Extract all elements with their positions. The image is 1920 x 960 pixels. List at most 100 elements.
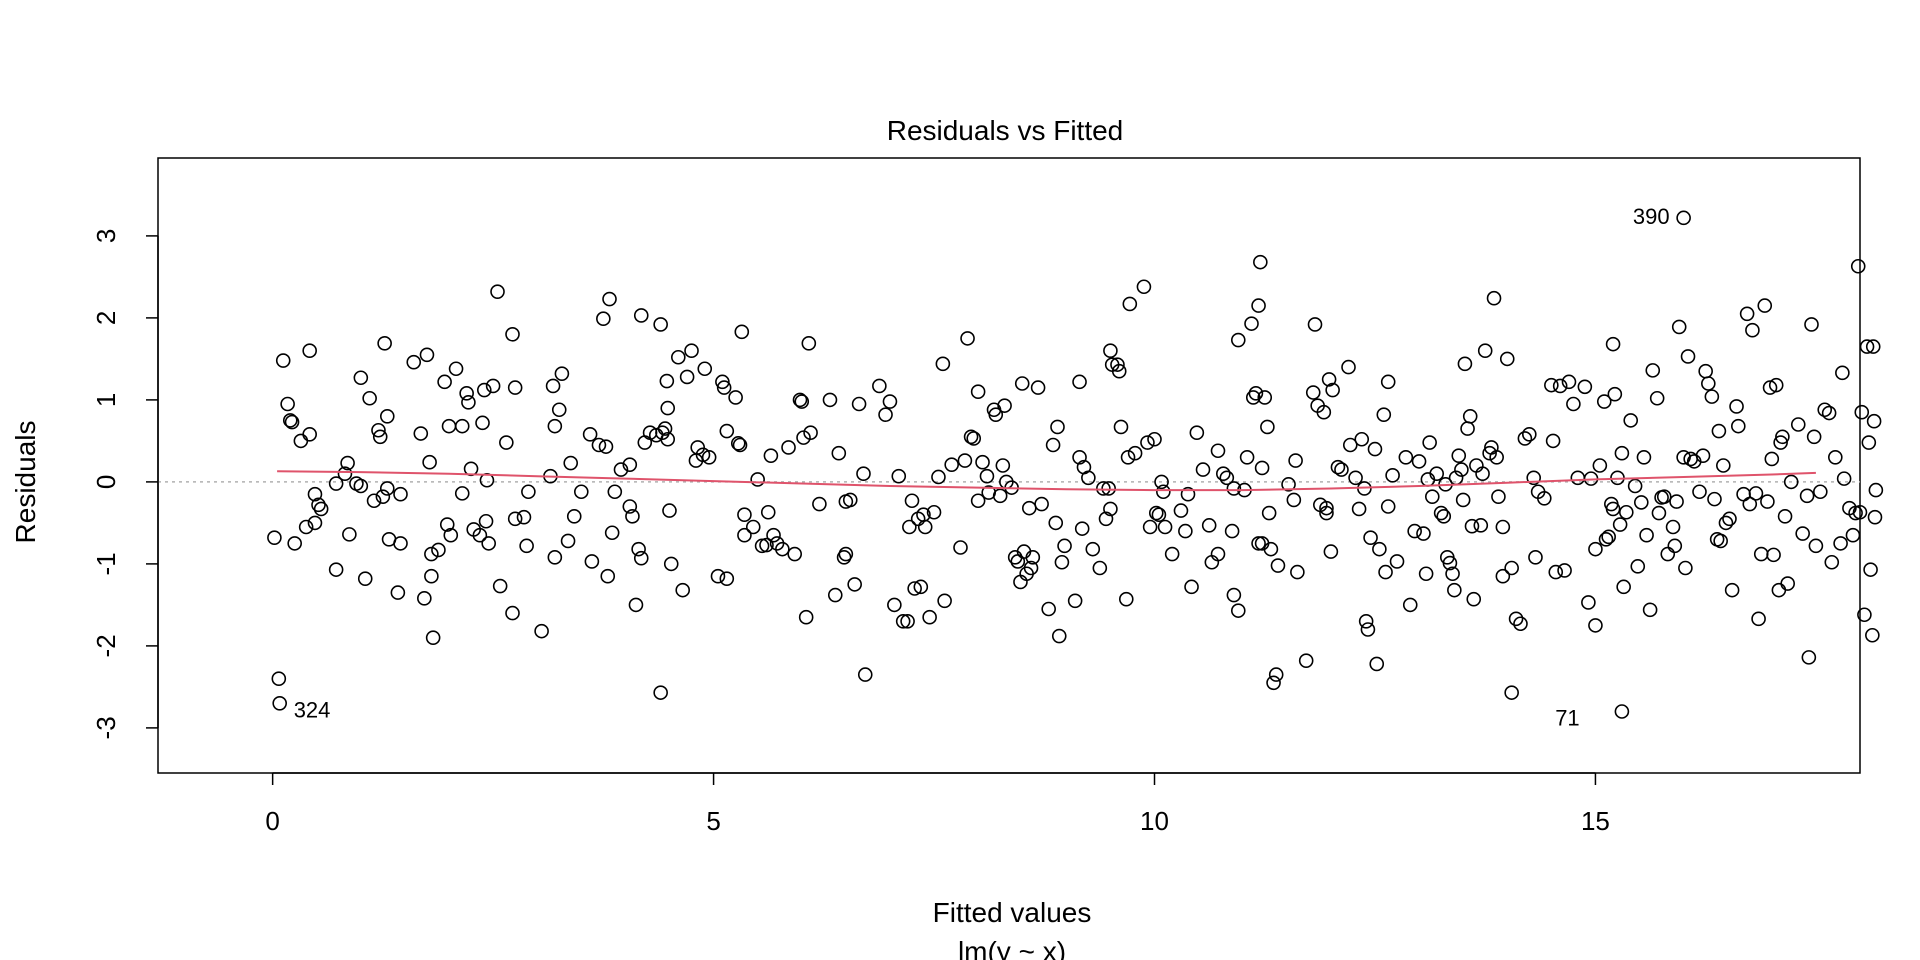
data-point	[1660, 546, 1676, 562]
data-point	[1072, 449, 1087, 465]
data-point	[545, 378, 561, 394]
data-point	[1050, 419, 1065, 435]
data-point	[887, 597, 902, 613]
data-point	[1806, 429, 1822, 445]
data-point	[284, 414, 300, 430]
x-tick-label: 10	[1140, 806, 1169, 836]
data-point	[1422, 435, 1437, 450]
data-point	[1671, 319, 1687, 335]
data-point	[1736, 486, 1751, 502]
data-point	[357, 571, 373, 586]
data-point	[995, 458, 1011, 473]
data-point	[507, 511, 523, 527]
data-point	[1118, 591, 1134, 607]
data-point	[1251, 298, 1266, 313]
data-point	[963, 429, 979, 445]
data-point	[662, 503, 677, 518]
data-point	[1596, 394, 1612, 409]
data-point	[997, 398, 1012, 413]
data-point	[1451, 448, 1467, 463]
data-point	[660, 431, 676, 447]
data-point	[521, 484, 536, 500]
y-tick-label: -1	[91, 552, 121, 575]
data-point	[272, 695, 287, 711]
data-point	[1215, 466, 1231, 482]
data-point	[1354, 431, 1370, 447]
data-point	[1865, 627, 1880, 643]
data-point	[311, 497, 326, 513]
data-point	[302, 427, 317, 442]
data-point	[1491, 489, 1506, 504]
data-point	[1021, 500, 1037, 516]
data-point	[1041, 601, 1056, 617]
data-point	[1151, 507, 1167, 523]
data-point	[1316, 404, 1332, 420]
data-point	[1833, 536, 1848, 551]
data-point	[431, 542, 446, 558]
data-point	[1517, 431, 1533, 446]
data-point	[1868, 482, 1884, 498]
data-point	[1418, 566, 1434, 582]
data-point	[732, 437, 748, 453]
data-point	[302, 343, 317, 359]
data-point	[1692, 484, 1707, 500]
data-point	[1030, 380, 1046, 395]
data-point	[362, 390, 377, 406]
data-point	[842, 492, 858, 508]
data-point	[393, 536, 408, 551]
data-point	[781, 440, 796, 455]
data-point	[1616, 579, 1631, 595]
data-point	[1645, 363, 1661, 378]
data-point	[1548, 564, 1564, 580]
data-point	[1482, 445, 1497, 461]
data-point	[1184, 579, 1199, 595]
data-point	[340, 455, 355, 471]
data-point	[1835, 365, 1850, 381]
data-point	[878, 407, 893, 422]
data-point	[1513, 616, 1528, 632]
data-point	[475, 415, 490, 431]
data-point	[697, 361, 713, 377]
data-point	[750, 472, 765, 487]
data-point	[1270, 558, 1286, 573]
data-point	[604, 525, 620, 541]
data-point	[1210, 546, 1226, 562]
y-tick-label: 1	[91, 393, 121, 407]
data-point	[1623, 413, 1639, 428]
data-point	[1607, 386, 1623, 402]
data-point	[1445, 566, 1460, 582]
data-point	[944, 457, 959, 472]
data-point	[701, 449, 717, 465]
data-point	[1707, 491, 1722, 507]
data-point	[1239, 449, 1255, 465]
data-point	[1795, 526, 1810, 541]
data-point	[719, 423, 735, 439]
data-point	[1486, 290, 1502, 306]
data-point	[490, 284, 505, 299]
data-point	[554, 366, 570, 381]
data-point	[1731, 418, 1746, 434]
data-point	[1614, 445, 1630, 461]
data-point	[313, 501, 329, 517]
chart-title: Residuals vs Fitted	[887, 115, 1124, 146]
data-point	[737, 527, 752, 543]
data-point	[1103, 343, 1118, 359]
data-point	[1762, 380, 1778, 395]
data-point	[935, 356, 951, 372]
data-point	[970, 493, 986, 509]
data-point	[1457, 356, 1473, 372]
data-point	[904, 493, 920, 509]
data-point	[1536, 490, 1552, 506]
data-point	[907, 581, 922, 596]
data-point	[1850, 258, 1866, 274]
data-point	[1651, 505, 1667, 521]
data-point	[1244, 316, 1259, 331]
data-point	[1605, 501, 1621, 517]
point-id-label: 71	[1555, 706, 1579, 731]
data-point	[1751, 611, 1766, 627]
data-point	[1801, 650, 1817, 665]
point-id-label: 390	[1633, 204, 1670, 229]
data-point	[1804, 317, 1819, 332]
data-point	[519, 538, 534, 554]
data-point	[1369, 656, 1385, 672]
